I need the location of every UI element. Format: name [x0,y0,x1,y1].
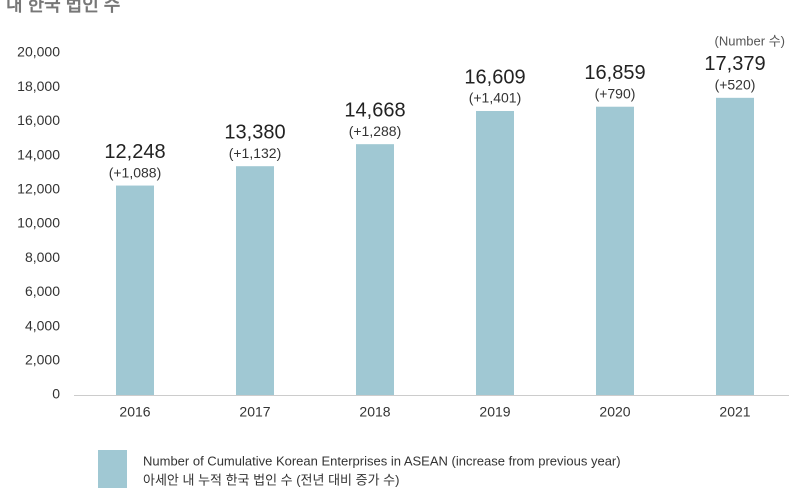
x-tick-label: 2020 [599,404,630,420]
y-tick-label: 6,000 [25,283,60,299]
x-tick-label: 2016 [119,404,150,420]
bar [596,106,634,396]
x-tick-label: 2019 [479,404,510,420]
increase-label: (+1,088) [109,164,162,180]
bar [476,110,514,396]
bar [236,166,274,395]
y-tick-label: 10,000 [17,215,60,231]
legend-swatch [98,450,127,488]
legend-label-ko: 아세안 내 누적 한국 법인 수 (전년 대비 증가 수) [143,472,399,487]
chart-title: 내 한국 법인 수 [6,0,120,15]
value-label: 14,668 [344,99,405,121]
bar [116,185,154,395]
x-tick-label: 2017 [239,404,270,420]
y-tick-label: 18,000 [17,78,60,94]
increase-label: (+790) [595,85,636,101]
y-tick-label: 14,000 [17,146,60,162]
increase-label: (+1,132) [229,145,282,161]
bar [716,97,754,396]
x-tick-label: 2021 [719,404,750,420]
x-tick-label: 2018 [359,404,390,420]
y-tick-label: 8,000 [25,249,60,265]
value-label: 16,859 [584,62,645,84]
y-tick-label: 12,000 [17,181,60,197]
value-label: 12,248 [104,141,165,163]
increase-label: (+1,288) [349,123,402,139]
increase-label: (+1,401) [469,90,522,106]
y-tick-label: 0 [52,386,60,402]
y-tick-label: 20,000 [17,44,60,60]
bar [356,144,394,395]
y-tick-label: 4,000 [25,317,60,333]
value-label: 17,379 [704,53,765,75]
value-label: 16,609 [464,66,525,88]
value-label: 13,380 [224,121,285,143]
increase-label: (+520) [715,77,756,93]
y-tick-label: 16,000 [17,112,60,128]
y-tick-label: 2,000 [25,352,60,368]
legend-label: Number of Cumulative Korean Enterprises … [143,453,621,468]
unit-label: (Number 수) [715,33,785,48]
